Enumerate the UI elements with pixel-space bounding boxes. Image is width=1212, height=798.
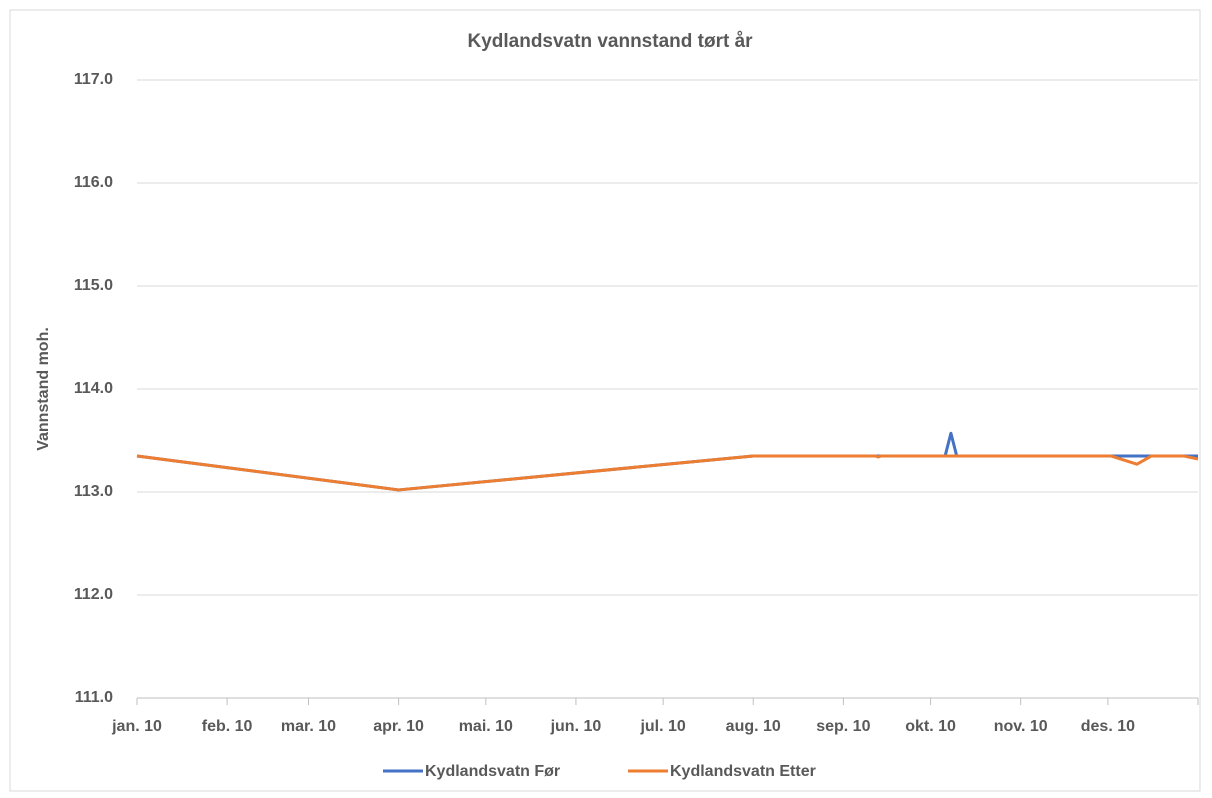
x-tick-label: nov. 10: [994, 718, 1048, 735]
x-tick-label: mar. 10: [281, 718, 336, 735]
y-tick-label: 115.0: [74, 277, 113, 294]
legend-label: Kydlandsvatn Før: [425, 763, 560, 780]
y-tick-label: 111.0: [75, 689, 113, 706]
x-tick-label: jan. 10: [111, 718, 162, 735]
x-tick-label: des. 10: [1081, 718, 1135, 735]
chart-frame: [9, 9, 1201, 792]
legend-label: Kydlandsvatn Etter: [670, 763, 816, 780]
x-tick-label: mai. 10: [459, 718, 513, 735]
x-tick-label: okt. 10: [905, 718, 956, 735]
y-tick-label: 117.0: [74, 71, 113, 88]
x-tick-label: jul. 10: [639, 718, 685, 735]
chart-title: Kydlandsvatn vannstand tørt år: [467, 31, 753, 52]
y-tick-label: 112.0: [74, 586, 113, 603]
y-tick-label: 116.0: [74, 174, 113, 191]
y-axis-label: Vannstand moh.: [35, 327, 52, 451]
y-tick-label: 113.0: [74, 483, 113, 500]
y-tick-label: 114.0: [74, 380, 113, 397]
series-line: [136, 454, 1199, 492]
x-tick-label: jun. 10: [550, 718, 602, 735]
x-tick-label: feb. 10: [202, 718, 253, 735]
x-tick-label: apr. 10: [373, 718, 424, 735]
x-tick-label: aug. 10: [726, 718, 781, 735]
x-tick-label: sep. 10: [816, 718, 870, 735]
